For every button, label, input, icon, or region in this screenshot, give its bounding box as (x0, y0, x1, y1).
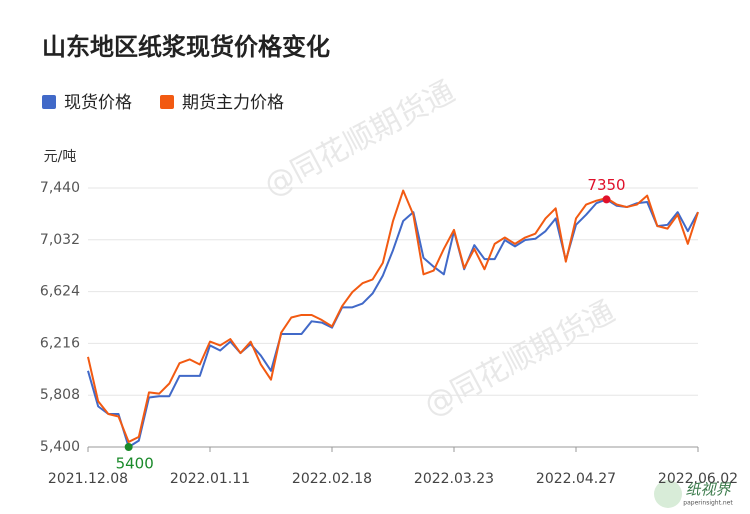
y-tick-label: 7,032 (40, 232, 80, 248)
legend-swatch (42, 95, 56, 109)
legend-swatch (160, 95, 174, 109)
logo-icon (654, 480, 682, 508)
x-tick-label: 2022.02.18 (292, 471, 372, 487)
x-tick-label: 2022.06.02 (658, 471, 738, 487)
legend-label: 现货价格 (64, 93, 132, 113)
min-marker (124, 443, 133, 451)
x-tick-label: 2021.12.08 (48, 471, 128, 487)
y-tick-label: 7,440 (40, 180, 80, 196)
y-tick-label: 6,216 (40, 335, 80, 351)
y-tick-label: 6,624 (40, 284, 80, 300)
min-label: 5400 (116, 455, 154, 473)
watermark: @同花顺期货通 (419, 294, 621, 423)
series-line (87, 198, 699, 448)
max-marker (602, 195, 611, 204)
logo-sub: paperinsight.net (683, 500, 733, 507)
x-tick-label: 2022.01.11 (170, 471, 250, 487)
series-line (87, 189, 699, 443)
y-unit: 元/吨 (44, 149, 77, 165)
x-tick-label: 2022.04.27 (536, 471, 616, 487)
max-label: 7350 (587, 176, 625, 194)
chart-title: 山东地区纸浆现货价格变化 (42, 33, 330, 61)
y-tick-label: 5,808 (40, 387, 80, 403)
legend-label: 期货主力价格 (182, 93, 284, 113)
y-tick-label: 5,400 (40, 439, 80, 455)
watermark: @同花顺期货通 (259, 74, 461, 203)
logo: 纸视界 (685, 481, 731, 499)
x-tick-label: 2022.03.23 (414, 471, 494, 487)
